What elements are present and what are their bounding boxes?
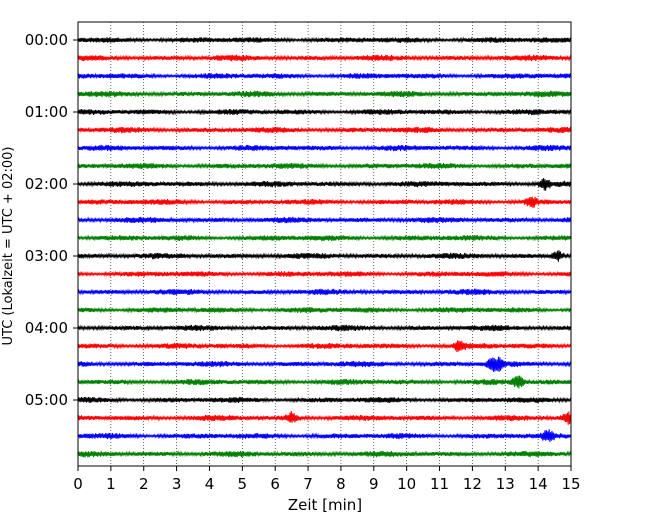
trace-row [77, 340, 572, 353]
seismic-traces [77, 36, 572, 458]
trace-row [77, 216, 572, 224]
trace-row [77, 36, 572, 44]
x-axis-ticks: 0 1 2 3 4 5 6 7 8 9 10 11 12 13 14 15 [73, 466, 581, 493]
x-tick-label: 5 [238, 475, 248, 493]
trace-row [77, 196, 572, 209]
y-tick-label: 03:00 [25, 247, 68, 265]
x-tick-label: 13 [496, 475, 515, 493]
x-tick-label: 0 [73, 475, 83, 493]
trace-row [77, 162, 572, 170]
trace-row [77, 234, 572, 242]
x-tick-label: 1 [106, 475, 116, 493]
trace-row [77, 429, 572, 442]
trace-row [77, 306, 572, 314]
grid-lines [110, 22, 539, 466]
x-tick-label: 11 [430, 475, 449, 493]
y-tick-label: 02:00 [25, 175, 68, 193]
x-tick-label: 10 [397, 475, 416, 493]
trace-row [77, 54, 572, 62]
x-tick-label: 2 [139, 475, 149, 493]
y-axis-label: UTC (Lokalzeit = UTC + 02:00) [1, 147, 16, 346]
y-tick-label: 00:00 [25, 31, 68, 49]
x-tick-label: 9 [369, 475, 379, 493]
trace-row [77, 324, 572, 332]
trace-row [77, 108, 572, 116]
trace-row [77, 177, 572, 191]
x-tick-label: 3 [172, 475, 182, 493]
x-tick-label: 4 [205, 475, 215, 493]
x-tick-label: 12 [463, 475, 482, 493]
trace-row [77, 375, 572, 389]
y-tick-label: 04:00 [25, 319, 68, 337]
trace-row [77, 270, 572, 278]
x-tick-label: 15 [561, 475, 580, 493]
trace-row [77, 356, 572, 372]
y-tick-label: 01:00 [25, 103, 68, 121]
x-tick-label: 7 [303, 475, 313, 493]
trace-row [77, 90, 572, 98]
x-tick-label: 6 [270, 475, 280, 493]
y-tick-label: 05:00 [25, 391, 68, 409]
trace-row [77, 450, 572, 458]
trace-row [77, 411, 572, 425]
plot-frame [77, 21, 572, 467]
x-tick-label: 8 [336, 475, 346, 493]
trace-row [77, 126, 572, 134]
trace-row [77, 396, 572, 404]
y-axis-ticks: 00:00 01:00 02:00 03:00 04:00 05:00 [25, 31, 78, 409]
trace-row [77, 250, 572, 262]
plot-background [78, 22, 571, 466]
trace-row [77, 288, 572, 296]
x-tick-label: 14 [529, 475, 548, 493]
trace-row [77, 144, 572, 152]
trace-row [77, 72, 572, 80]
x-axis-label: Zeit [min] [288, 496, 362, 514]
